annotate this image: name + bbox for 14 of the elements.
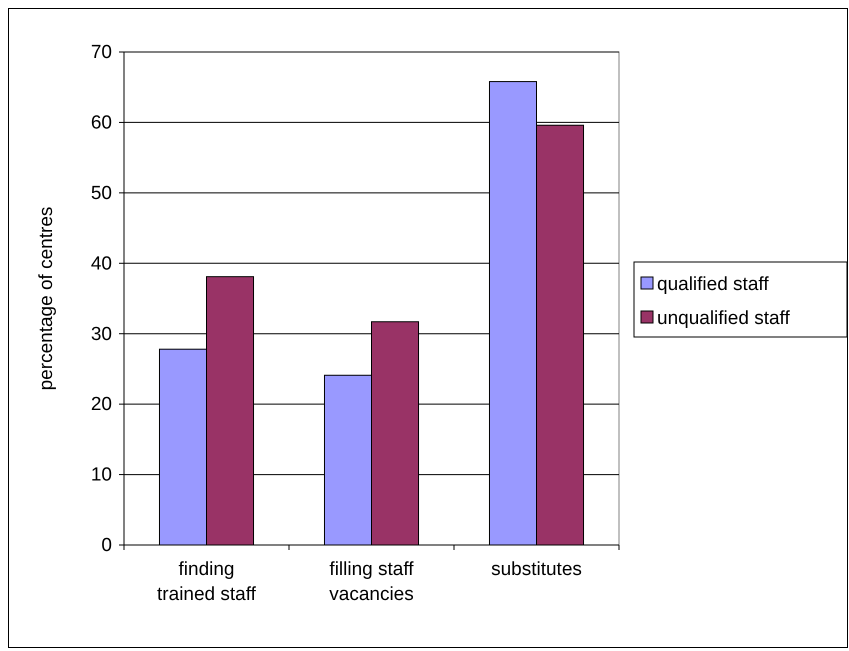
x-tick-label: substitutes xyxy=(491,559,582,580)
y-tick-label: 10 xyxy=(90,464,112,486)
y-axis-title: percentage of centres xyxy=(36,206,57,390)
y-tick-label: 40 xyxy=(90,253,112,274)
y-tick-label: 30 xyxy=(90,324,112,345)
x-tick-label: filling staff vacancies xyxy=(329,559,414,605)
y-tick-label: 70 xyxy=(90,42,112,64)
y-tick-label: 20 xyxy=(90,394,112,416)
y-tick-label: 60 xyxy=(90,112,112,134)
y-tick-label: 0 xyxy=(101,535,112,556)
legend-label: qualified staff xyxy=(657,274,770,295)
legend-label: unqualified staff xyxy=(657,308,790,329)
y-tick-label: 50 xyxy=(90,182,112,204)
x-tick-label: finding trained staff xyxy=(157,559,257,605)
